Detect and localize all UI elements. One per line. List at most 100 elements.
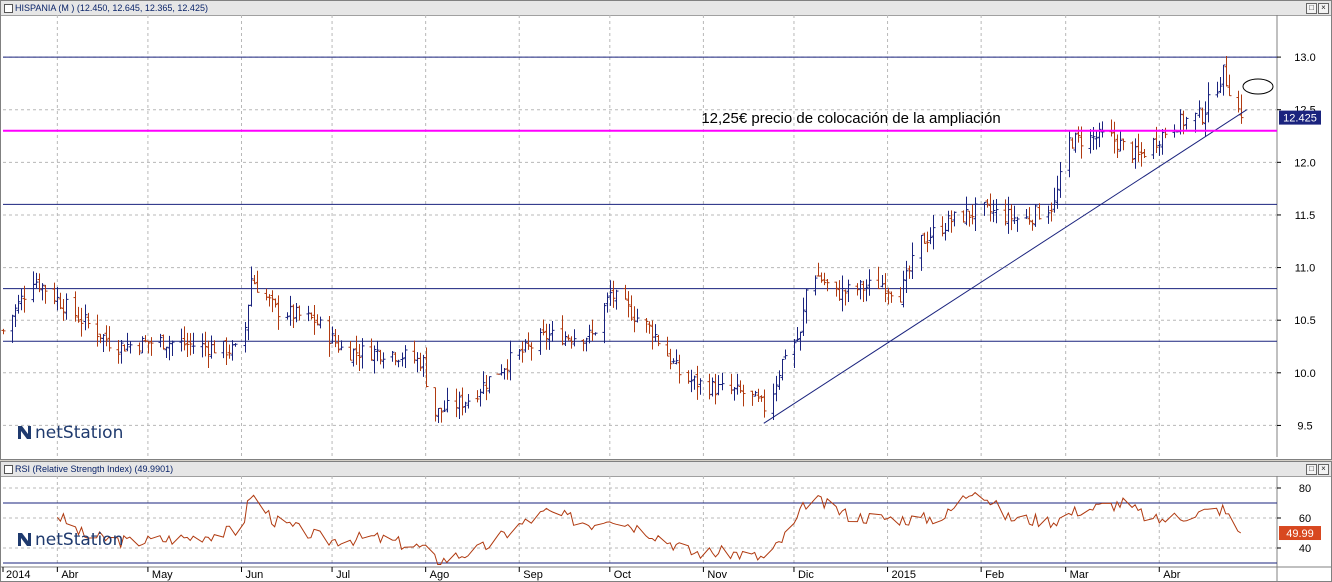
close-button[interactable]: × — [1318, 3, 1329, 14]
ohlc-bar — [297, 305, 302, 321]
ohlc-bar — [1067, 131, 1072, 178]
ohlc-bar — [164, 346, 169, 358]
ohlc-bar — [191, 332, 196, 354]
ohlc-bar — [988, 193, 993, 222]
ohlc-bar — [167, 335, 172, 361]
ascending-trendline — [763, 109, 1248, 424]
ohlc-bar — [424, 347, 429, 388]
ohlc-bar — [635, 308, 640, 323]
price-y-tick-label: 9.5 — [1297, 420, 1312, 432]
ohlc-bar — [653, 324, 658, 342]
ohlc-bar — [1193, 112, 1198, 133]
ohlc-bar — [982, 201, 987, 216]
ohlc-bar — [309, 312, 314, 320]
ohlc-bar — [418, 352, 423, 372]
ohlc-bar — [901, 270, 906, 308]
chart-window-icon — [4, 465, 13, 474]
ohlc-bar — [876, 266, 881, 290]
netstation-logo-text: netStation — [35, 530, 123, 550]
ohlc-bar — [792, 338, 797, 368]
ohlc-bar — [1206, 82, 1211, 123]
ohlc-bar — [1070, 137, 1075, 149]
ohlc-bar — [170, 340, 175, 357]
ohlc-bar — [348, 340, 353, 361]
ohlc-bar — [623, 284, 628, 300]
ohlc-bar — [246, 304, 251, 341]
ohlc-bar — [804, 288, 809, 324]
ohlc-bar — [233, 343, 238, 347]
ohlc-bar — [116, 340, 121, 364]
ohlc-bar — [499, 364, 504, 376]
netstation-logo: netStation — [18, 423, 123, 443]
x-tick-label: May — [152, 569, 173, 581]
ohlc-bar — [227, 344, 232, 359]
ohlc-bar — [481, 371, 486, 394]
ohlc-bar — [185, 332, 190, 357]
ohlc-bar — [1221, 64, 1226, 96]
ohlc-bar — [273, 298, 278, 308]
ohlc-bar — [777, 370, 782, 390]
ohlc-bar — [360, 338, 365, 369]
ohlc-bar — [478, 388, 483, 407]
ohlc-bar — [37, 273, 42, 293]
ohlc-bar — [1024, 208, 1029, 219]
ohlc-bar — [122, 344, 127, 352]
ohlc-bar — [889, 291, 894, 303]
ohlc-bar — [798, 331, 803, 351]
ohlc-bar — [442, 400, 447, 413]
ohlc-bar — [750, 390, 755, 406]
ohlc-bar — [855, 283, 860, 296]
ohlc-bar — [267, 294, 272, 307]
ohlc-bar — [949, 210, 954, 233]
ohlc-bar — [756, 388, 761, 402]
ohlc-bar — [354, 335, 359, 365]
ohlc-bar — [698, 378, 703, 395]
ohlc-bar — [547, 323, 552, 350]
ohlc-bar — [270, 290, 275, 313]
rsi-panel-title: RSI (Relative Strength Index) (49.9901) — [15, 464, 174, 474]
ohlc-bar — [569, 336, 574, 349]
ohlc-bar — [230, 340, 235, 361]
rsi-panel-titlebar: RSI (Relative Strength Index) (49.9901) … — [1, 462, 1331, 477]
restore-button[interactable]: □ — [1306, 464, 1317, 475]
ohlc-bar — [73, 291, 78, 322]
ohlc-bar — [1136, 133, 1141, 162]
ohlc-bar — [327, 316, 332, 357]
ohlc-bar — [783, 349, 788, 360]
placement-price-annotation: 12,25€ precio de colocación de la amplia… — [701, 110, 1000, 127]
close-button[interactable]: × — [1318, 464, 1329, 475]
ohlc-bar — [925, 231, 930, 253]
ohlc-bar — [991, 199, 996, 223]
ohlc-bar — [1227, 74, 1232, 97]
ohlc-bar — [1197, 100, 1202, 118]
ohlc-bar — [517, 348, 522, 360]
ohlc-bar — [1012, 205, 1017, 225]
ohlc-bar — [1015, 216, 1020, 232]
ohlc-bar — [1139, 142, 1144, 167]
x-tick-label: Jun — [245, 569, 263, 581]
rsi-last-badge — [1279, 526, 1321, 541]
restore-button[interactable]: □ — [1306, 3, 1317, 14]
ohlc-bar — [1, 328, 6, 335]
ohlc-bar — [611, 280, 616, 308]
ohlc-bar — [605, 292, 610, 313]
ohlc-bar — [1115, 134, 1120, 159]
ohlc-bar — [212, 340, 217, 354]
ohlc-bar — [16, 294, 21, 314]
ohlc-bar — [149, 337, 154, 356]
ohlc-bar — [1236, 90, 1241, 113]
ohlc-bar — [487, 376, 492, 394]
price-panel-titlebar: HISPANIA (M ) (12.450, 12.645, 12.365, 1… — [1, 1, 1331, 16]
ohlc-bar — [762, 389, 767, 418]
ohlc-bar — [502, 368, 507, 380]
ohlc-bar — [1027, 207, 1032, 225]
ohlc-bar — [834, 281, 839, 297]
ohlc-bar — [967, 210, 972, 227]
ohlc-bar — [415, 352, 420, 373]
ohlc-bar — [1224, 56, 1229, 87]
ohlc-bar — [837, 280, 842, 301]
ohlc-bar — [140, 336, 145, 354]
ohlc-bar — [294, 302, 299, 323]
x-tick-label: Jul — [336, 569, 350, 581]
ohlc-bar — [55, 287, 60, 311]
